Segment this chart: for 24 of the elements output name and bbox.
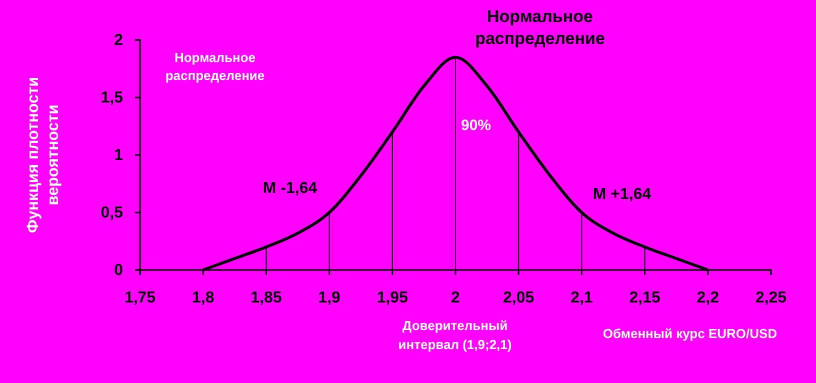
annotation: M -1,64	[262, 180, 318, 197]
x-tick-label: 1,75	[124, 289, 156, 306]
x-tick-label: 2,1	[570, 289, 593, 306]
x-tick-label: 1,8	[192, 289, 214, 306]
y-tick-label: 1,5	[100, 90, 124, 107]
y-axis-title: Функция плотности вероятности	[25, 76, 62, 234]
x-tick-label: 1,85	[250, 289, 282, 306]
y-tick-label: 0,5	[100, 204, 124, 222]
x-tick-label: 1,95	[376, 289, 408, 306]
x-tick-label: 2	[451, 289, 460, 306]
x-tick-label: 2,2	[696, 289, 720, 306]
x-tick-label: 1,9	[318, 289, 341, 306]
chart-title: Нормальное распределение	[475, 7, 605, 48]
x-axis-title: Обменный курс EURO/USD	[602, 326, 778, 341]
y-tick-label: 1	[114, 147, 124, 164]
annotation: M +1,64	[592, 186, 652, 203]
x-tick-label: 2,25	[755, 289, 787, 306]
text: Доверительный интервал (1,9;2,1)	[398, 318, 512, 352]
x-tick-label: 2,15	[629, 289, 660, 306]
y-tick-label: 0	[114, 262, 124, 280]
y-tick-label: 2	[114, 32, 124, 50]
annotation: 90%	[460, 117, 492, 134]
x-tick-label: 2,05	[503, 289, 534, 306]
annotation: Нормальное распределение	[165, 50, 265, 83]
